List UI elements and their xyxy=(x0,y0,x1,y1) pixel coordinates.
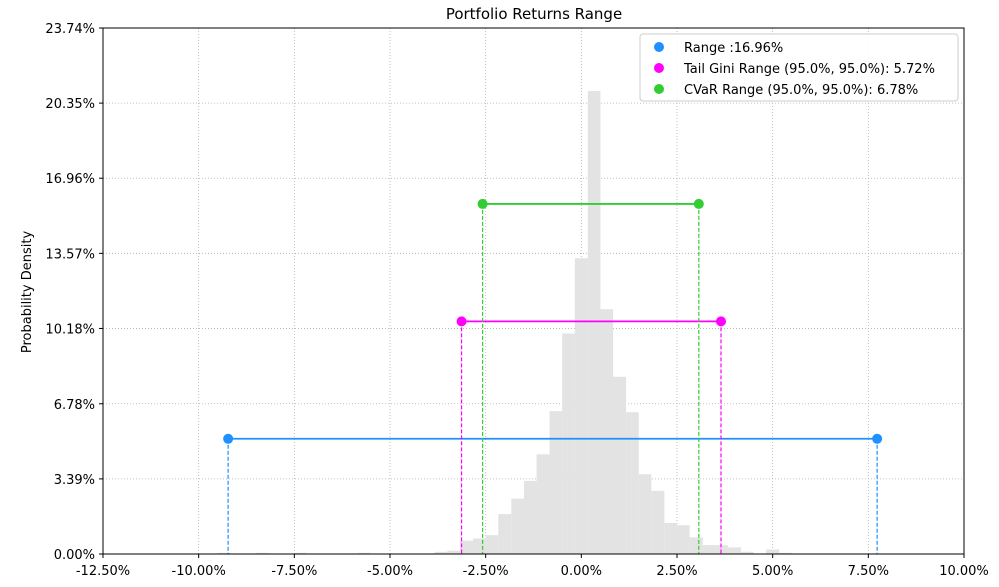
histogram-bar xyxy=(447,550,461,554)
x-tick-label: 5.00% xyxy=(752,564,793,579)
histogram-bar xyxy=(613,376,627,554)
y-tick-label: 13.57% xyxy=(45,247,95,262)
histogram-bar xyxy=(779,552,792,554)
histogram-bar xyxy=(498,514,512,554)
histogram-bar xyxy=(638,474,652,554)
histogram-bar xyxy=(626,412,639,554)
histogram-bar xyxy=(358,552,371,554)
chart-title: Portfolio Returns Range xyxy=(446,5,622,23)
histogram xyxy=(217,90,792,554)
y-tick-label: 16.96% xyxy=(45,172,95,187)
legend: Range :16.96% Tail Gini Range (95.0%, 95.… xyxy=(639,33,959,102)
plot-frame xyxy=(102,27,965,555)
histogram-bar xyxy=(256,552,269,554)
y-tick-label: 23.74% xyxy=(45,22,95,37)
y-tick-label: 10.18% xyxy=(45,322,95,337)
histogram-bar xyxy=(689,537,703,554)
legend-label: Range :16.96% xyxy=(684,41,783,56)
legend-marker xyxy=(654,42,664,52)
histogram-bar xyxy=(574,258,588,554)
x-tick-label: 0.00% xyxy=(561,564,602,579)
legend-marker xyxy=(654,84,664,94)
range-endpoint xyxy=(872,433,883,444)
histogram-bar xyxy=(217,552,231,554)
y-tick-label: 20.35% xyxy=(45,97,95,112)
histogram-bar xyxy=(434,551,448,554)
legend-marker xyxy=(654,63,664,73)
histogram-bar xyxy=(600,309,614,554)
histogram-bar xyxy=(702,545,716,554)
x-tick-label: -10.00% xyxy=(172,564,226,579)
histogram-bar xyxy=(587,90,601,554)
histogram-bar xyxy=(664,522,677,554)
histogram-bar xyxy=(549,411,563,554)
x-tick-label: -2.50% xyxy=(463,564,509,579)
histogram-bar xyxy=(766,549,780,554)
x-tick-label: 2.50% xyxy=(656,564,697,579)
histogram-bar xyxy=(562,333,575,554)
y-tick-label: 3.39% xyxy=(54,473,95,488)
range-endpoint xyxy=(456,316,467,327)
legend-label: CVaR Range (95.0%, 95.0%): 6.78% xyxy=(684,83,918,98)
axes xyxy=(102,27,965,555)
histogram-bar xyxy=(294,552,307,554)
y-tick-label: 0.00% xyxy=(54,548,95,563)
legend-box xyxy=(639,33,959,102)
histogram-bar xyxy=(485,535,499,554)
histogram-bar xyxy=(536,454,550,554)
range-endpoint xyxy=(693,198,704,209)
histogram-bar xyxy=(740,551,754,554)
histogram-bar xyxy=(677,525,690,554)
range-lines xyxy=(223,198,883,554)
grid xyxy=(102,27,965,555)
histogram-bar xyxy=(523,480,537,554)
histogram-bar xyxy=(511,498,524,554)
range-endpoint xyxy=(223,433,234,444)
histogram-bar xyxy=(460,540,474,554)
x-tick-label: 7.50% xyxy=(848,564,889,579)
histogram-bar xyxy=(473,538,486,554)
legend-label: Tail Gini Range (95.0%, 95.0%): 5.72% xyxy=(683,62,935,77)
histogram-bar xyxy=(727,547,741,554)
y-tick-label: 6.78% xyxy=(54,398,95,413)
y-axis: 0.00% 3.39% 6.78% 10.18% 13.57% 16.96% 20.35% 2… xyxy=(45,22,103,563)
x-tick-label: -7.50% xyxy=(271,564,317,579)
x-tick-label: 10.00% xyxy=(939,564,989,579)
x-tick-label: -5.00% xyxy=(367,564,413,579)
range-endpoint xyxy=(477,198,488,209)
x-tick-label: -12.50% xyxy=(76,564,130,579)
histogram-bar xyxy=(651,490,665,554)
y-axis-label: Probability Density xyxy=(20,231,35,354)
x-axis: -12.50% -10.00% -7.50% -5.00% -2.50% 0.00% 2.5… xyxy=(76,554,989,579)
range-endpoint xyxy=(716,316,727,327)
